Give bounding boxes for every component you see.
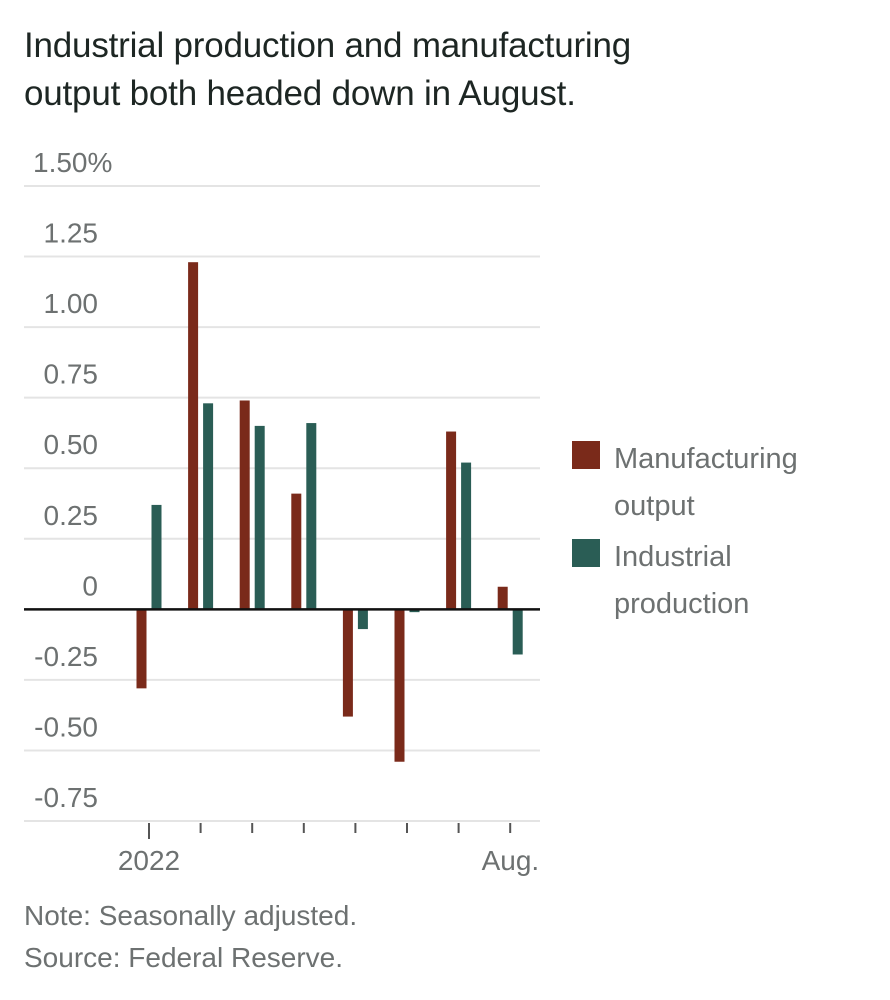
legend-item-manufacturing: Manufacturing output (572, 436, 854, 530)
manufacturing-bar-may (342, 609, 353, 717)
y-tick-label: -0.75 (34, 782, 98, 813)
legend-swatch-manufacturing (572, 441, 600, 469)
legend-label-manufacturing-line-1: Manufacturing (614, 443, 798, 475)
industrial-bar-may (357, 609, 368, 630)
legend-label-industrial-line-2: production (614, 588, 750, 620)
y-tick-label: -0.50 (34, 711, 98, 742)
bars (136, 262, 523, 762)
chart-title-line-1: Industrial production and manufacturing (24, 26, 632, 65)
x-tick-label: Aug. (482, 845, 540, 876)
note-text: Note: Seasonally adjusted. (24, 900, 358, 931)
chart-title: Industrial production and manufacturing … (24, 22, 784, 118)
industrial-bar-mar (254, 425, 265, 610)
source-text: Source: Federal Reserve. (24, 942, 344, 973)
manufacturing-bar-apr (291, 493, 302, 610)
industrial-bar-jan (151, 504, 162, 610)
y-axis-labels: 1.50% 1.25 1.00 0.75 0.50 0.25 0 -0.25 -0.50 -0.7… (33, 147, 112, 813)
x-tick-label: 2022 (118, 845, 180, 876)
y-tick-label: 1.00 (44, 288, 99, 319)
industrial-bar-aug (512, 609, 523, 655)
legend-label-manufacturing-line-2: output (614, 490, 695, 522)
manufacturing-bar-jan (136, 609, 147, 689)
manufacturing-bar-jun (394, 609, 405, 762)
chart-title-line-2: output both headed down in August. (24, 74, 576, 113)
manufacturing-bar-jul (446, 431, 457, 610)
legend-label-industrial-line-1: Industrial (614, 541, 732, 573)
gridlines (24, 185, 540, 822)
x-axis-ticks (148, 823, 512, 839)
legend: Manufacturing output Industrial producti… (572, 441, 854, 640)
y-tick-label: 1.50% (33, 147, 112, 178)
y-tick-label: 1.25 (44, 218, 99, 249)
manufacturing-bar-mar (239, 400, 250, 610)
y-tick-label: 0.50 (44, 429, 99, 460)
y-tick-label: -0.25 (34, 641, 98, 672)
legend-item-industrial: Industrial production (572, 534, 854, 628)
industrial-bar-apr (306, 423, 317, 610)
manufacturing-bar-feb (188, 262, 199, 610)
y-tick-label: 0.75 (44, 359, 99, 390)
y-tick-label: 0 (82, 570, 98, 601)
industrial-bar-jul (461, 462, 472, 610)
x-axis-labels: 2022 Aug. (118, 845, 539, 876)
industrial-bar-jun (409, 609, 420, 613)
manufacturing-bar-aug (497, 586, 508, 610)
industrial-bar-feb (203, 403, 214, 610)
y-tick-label: 0.25 (44, 500, 99, 531)
legend-swatch-industrial (572, 539, 600, 567)
chart-notes: Note: Seasonally adjusted. Source: Feder… (24, 895, 357, 979)
